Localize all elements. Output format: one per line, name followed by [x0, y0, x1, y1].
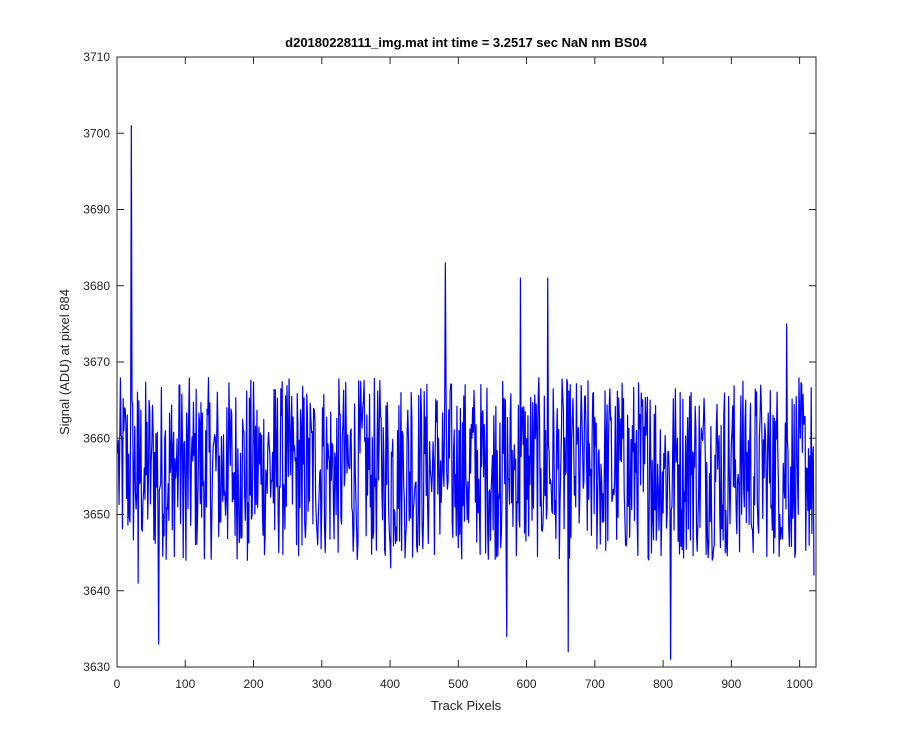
y-tick-label: 3710 [83, 50, 110, 64]
y-tick-label: 3640 [83, 584, 110, 598]
x-tick-label: 1000 [786, 677, 813, 691]
x-tick-label: 700 [585, 677, 605, 691]
y-tick-label: 3650 [83, 508, 110, 522]
x-tick-label: 600 [517, 677, 537, 691]
y-axis-label: Signal (ADU) at pixel 884 [57, 289, 72, 435]
y-tick-label: 3630 [83, 660, 110, 674]
x-tick-label: 0 [114, 677, 121, 691]
y-tick-label: 3700 [83, 126, 110, 140]
x-tick-label: 900 [721, 677, 741, 691]
y-tick-label: 3690 [83, 203, 110, 217]
y-tick-label: 3680 [83, 279, 110, 293]
x-axis-label: Track Pixels [431, 698, 502, 713]
signal-line [117, 125, 815, 660]
x-tick-label: 800 [653, 677, 673, 691]
plot-area [117, 57, 816, 667]
x-tick-label: 100 [175, 677, 195, 691]
x-tick-label: 200 [244, 677, 264, 691]
chart-title: d20180228111_img.mat int time = 3.2517 s… [285, 35, 647, 50]
y-tick-label: 3660 [83, 431, 110, 445]
x-tick-label: 400 [380, 677, 400, 691]
x-tick-label: 300 [312, 677, 332, 691]
x-tick-label: 500 [448, 677, 468, 691]
y-ticks: 3630 3640 3650 3660 3670 3680 3690 3700 3710 [83, 50, 816, 674]
y-tick-label: 3670 [83, 355, 110, 369]
series-layer [117, 125, 815, 660]
x-ticks: 0 100 200 300 400 500 600 700 800 900 1000 [114, 57, 813, 691]
